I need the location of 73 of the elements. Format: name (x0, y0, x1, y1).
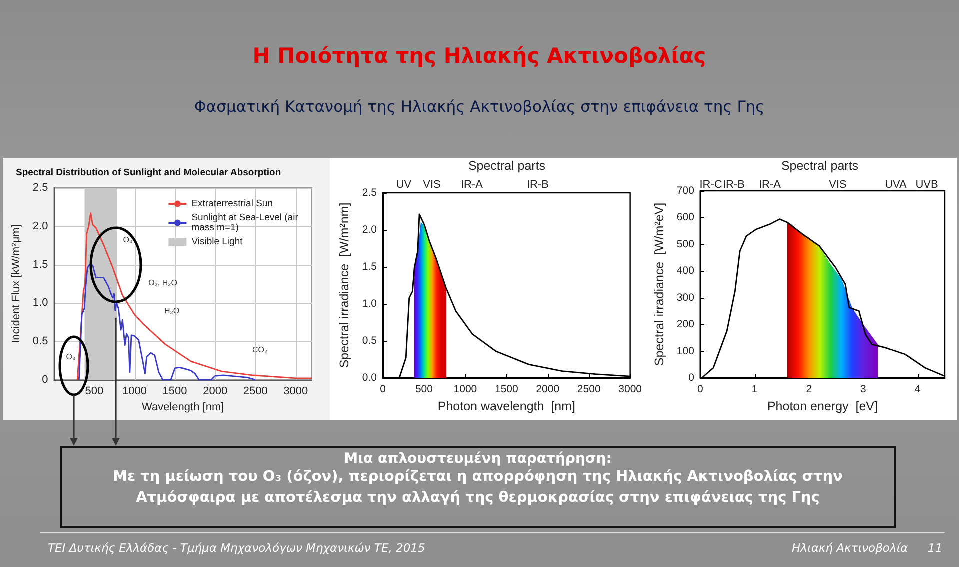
x-tick-label: 2 (806, 384, 812, 396)
x-tick-label: 3 (860, 384, 867, 396)
y-axis-title: Spectral irradiance [W/m²nm] (338, 202, 352, 368)
line-series (76, 212, 313, 381)
y-tick-label: 500 (676, 238, 695, 250)
legend-label: Extraterrestrial Sun (192, 198, 273, 210)
text: Spectral parts (781, 159, 859, 173)
y-tick-label: 2.5 (32, 182, 48, 194)
x-axis-title: Photon wavelength [nm] (438, 399, 576, 414)
x-tick-label: 3000 (618, 384, 642, 396)
text: Ηλιακή Ακτινοβολία (792, 541, 908, 555)
text: Φασματική Κατανομή της Ηλιακής Ακτινοβολίας στην επιφάνεια της Γης (193, 98, 766, 116)
x-axis-title: Photon energy [eV] (767, 399, 878, 414)
y-tick-label: 700 (676, 185, 695, 197)
y-tick-label: 100 (676, 345, 695, 358)
x-tick-label: 500 (85, 386, 104, 398)
y-tick-label: 2.5 (362, 187, 378, 199)
x-tick-label: 2500 (577, 384, 601, 396)
text: Η Ποιότητα της Ηλιακής Ακτινοβολίας (252, 44, 708, 68)
text: 11 (928, 541, 943, 555)
x-tick-label: 1500 (162, 386, 188, 398)
y-tick-label: 0.5 (32, 336, 48, 348)
text: VIS (829, 179, 847, 191)
y-tick-label: 200 (676, 318, 695, 331)
chart-title: Spectral Distribution of Sunlight and Molecular Absorption (16, 168, 282, 178)
x-axis-title: Wavelength [nm] (142, 401, 224, 414)
text: IR-A (461, 179, 484, 191)
text: IR-B (527, 179, 549, 191)
y-tick-label: 0.5 (362, 335, 378, 347)
y-tick-label: 2.0 (32, 220, 48, 232)
y-tick-label: 300 (676, 292, 695, 304)
x-tick-label: 3000 (284, 386, 308, 398)
y-tick-label: 1.5 (32, 258, 48, 271)
text: IR-C (700, 179, 722, 191)
legend-label: Sunlight at Sea-Level (air mass m=1) (192, 212, 301, 234)
y-axis-title: Incident Flux [kW/m²μm] (10, 224, 22, 344)
x-tick-label: 1000 (454, 384, 478, 396)
x-tick-label: 1 (752, 384, 758, 396)
text: UVB (916, 179, 938, 191)
y-tick-label: 0.0 (362, 372, 378, 384)
annotation: CO₂ (252, 346, 268, 354)
text: IR-A (759, 179, 782, 191)
annotation: O₃ (66, 352, 76, 362)
x-tick-label: 1500 (494, 384, 518, 396)
y-tick-label: 400 (676, 265, 695, 278)
text: TEI Δυτικής Ελλάδας - Τμήμα Μηχανολόγων Μηχανικών ΤΕ, 2015 (48, 541, 426, 555)
annotation: O₃ (123, 236, 133, 244)
annotation: O₂, H₂O (148, 278, 178, 288)
x-tick-label: 1000 (122, 386, 147, 398)
text: UVA (885, 179, 908, 191)
text: Spectral parts (468, 159, 546, 173)
x-tick-label: 0 (380, 384, 386, 396)
y-tick-label: 0 (688, 372, 695, 384)
y-tick-label: 2.0 (362, 224, 378, 236)
y-tick-label: 600 (676, 212, 695, 224)
text: Με τη μείωση του O₃ (όζον), περιορίζεται η απορρόφηση της Ηλιακής Ακτινοβολίας στην Ατμόσφαιρα με αποτέλεσμα την αλλαγή της θερμοκρασίας στην επιφάνειας της Γης (112, 468, 844, 508)
text: IR-B (723, 179, 745, 191)
x-tick-label: 2500 (243, 386, 268, 398)
annotation: H₂O (164, 306, 180, 316)
y-tick-label: 1.0 (32, 297, 48, 310)
y-tick-label: 1.0 (362, 298, 378, 310)
x-tick-label: 2000 (203, 386, 228, 398)
legend-label: Visible Light (192, 236, 244, 248)
y-tick-label: 0 (42, 374, 48, 386)
text: UV (396, 179, 412, 191)
x-tick-label: 0 (697, 384, 704, 396)
x-tick-label: 500 (415, 384, 434, 396)
x-tick-label: 4 (914, 384, 921, 396)
y-tick-label: 1.5 (362, 261, 378, 273)
x-tick-label: 2000 (536, 384, 560, 396)
y-axis-title: Spectral irradiance [W/m²eV] (652, 202, 666, 366)
text: Μια απλουστευμένη παρατήρηση: (343, 451, 613, 467)
text: VIS (423, 179, 441, 191)
